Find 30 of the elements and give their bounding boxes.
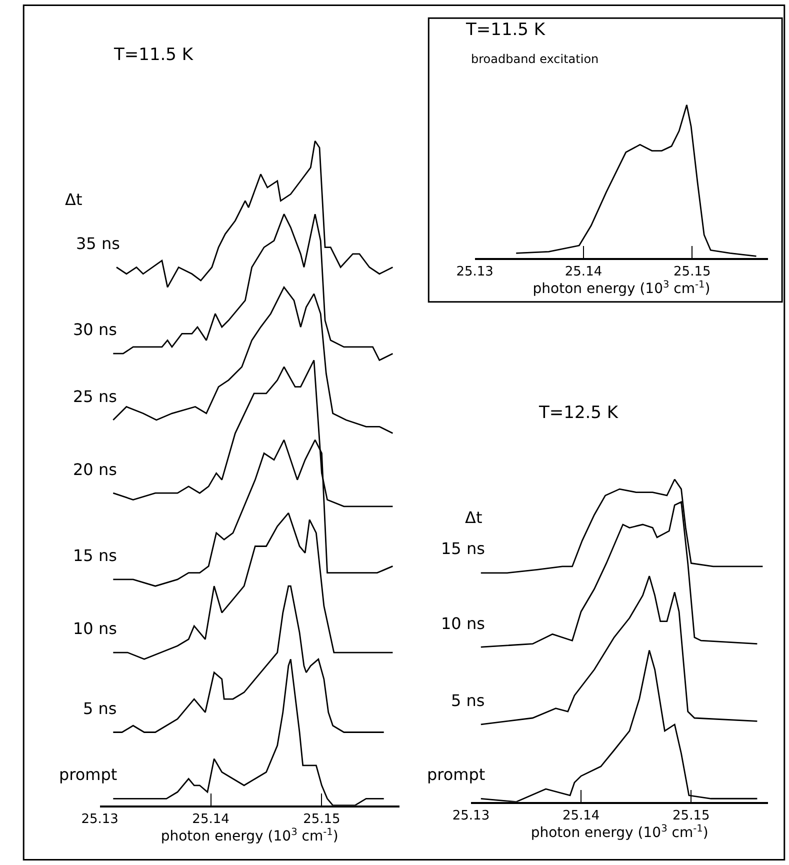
- series-label: 20 ns: [73, 460, 117, 479]
- chart-title: T=12.5 K: [538, 403, 619, 423]
- x-tick-label: 25.15: [674, 264, 711, 280]
- series-label: 15 ns: [441, 539, 485, 558]
- series-label: 35 ns: [76, 234, 120, 253]
- series-label: 10 ns: [441, 614, 485, 633]
- x-tick-label: 25.14: [564, 264, 602, 280]
- chart-title: T=11.5 K: [113, 45, 194, 65]
- series-label: 25 ns: [73, 387, 117, 406]
- text: Δt: [65, 190, 82, 209]
- x-tick-label: 25.13: [452, 808, 490, 824]
- x-axis-title: photon energy (10$^{3}$ cm$^{-1}$): [530, 823, 708, 842]
- series-label: 15 ns: [73, 546, 117, 565]
- x-tick-label: 25.15: [303, 812, 340, 827]
- x-tick-label: 25.14: [192, 812, 230, 827]
- x-axis-title: photon energy (10$^{3}$ cm$^{-1}$): [532, 279, 710, 298]
- x-tick-label: 25.13: [81, 812, 118, 827]
- series-label: prompt: [59, 765, 118, 784]
- annotation: Δt: [465, 508, 482, 527]
- x-tick-label: 25.15: [672, 808, 710, 824]
- series-label: 30 ns: [73, 320, 117, 339]
- x-tick-label: 25.13: [456, 264, 494, 280]
- x-tick-label: 25.14: [562, 808, 600, 824]
- series-label: 10 ns: [73, 619, 117, 638]
- series-label: 5 ns: [451, 691, 485, 710]
- chart-title: T=11.5 K: [465, 20, 546, 40]
- chart-subtitle: broadband excitation: [471, 52, 599, 66]
- x-axis-title: photon energy (10$^{3}$ cm$^{-1}$): [160, 826, 338, 845]
- series-label: 5 ns: [83, 699, 117, 718]
- series-label: prompt: [427, 765, 486, 784]
